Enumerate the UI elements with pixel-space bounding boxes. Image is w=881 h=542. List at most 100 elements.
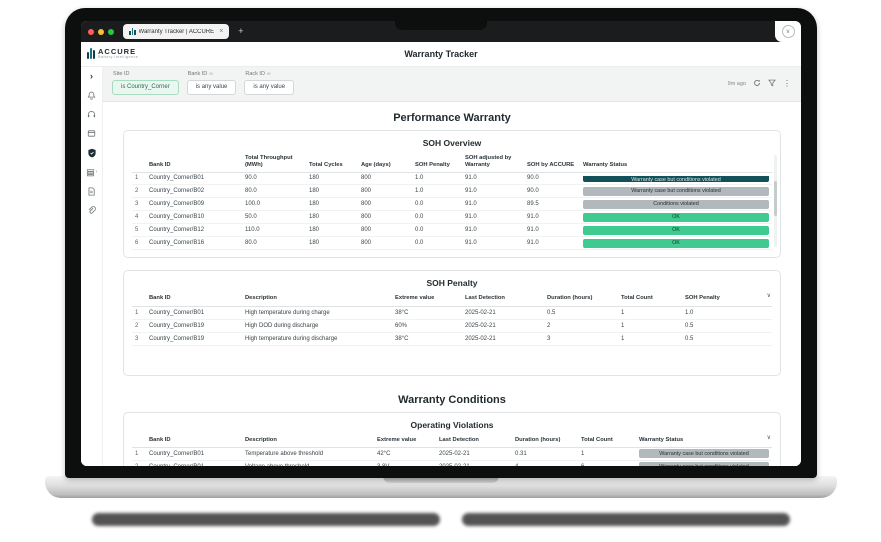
filter-label: Bank ID ∞ — [187, 71, 213, 77]
scrollbar-thumb[interactable] — [774, 180, 777, 217]
column-header[interactable]: Bank ID — [146, 434, 242, 448]
column-header[interactable]: Duration (hours) — [512, 434, 578, 448]
close-tab-icon[interactable]: × — [219, 28, 224, 35]
column-header[interactable]: Description — [242, 434, 374, 448]
column-header[interactable]: Duration (hours) — [544, 293, 618, 307]
support-icon[interactable] — [87, 110, 96, 119]
column-header[interactable]: Last Detection — [462, 293, 544, 307]
column-header[interactable]: Total Throughput (MWh) — [242, 153, 306, 174]
table-row[interactable]: 3 Country_Corner/B09 100.0 180 800 0.0 9… — [132, 197, 772, 212]
tab-title: Warranty Tracker | ACCURE — [138, 28, 215, 35]
cell-soh-adjusted: 91.0 — [462, 197, 524, 212]
accure-logo[interactable]: ACCURE Battery Intelligence — [87, 48, 138, 60]
column-header[interactable] — [132, 153, 146, 174]
table-row[interactable]: 2 Country_Corner/B02 80.0 180 800 1.0 91… — [132, 184, 772, 199]
close-window-button[interactable] — [88, 28, 94, 35]
filter-label: Site ID — [113, 71, 130, 77]
table-row[interactable]: 2 Country_Corner/B19 High DOD during dis… — [132, 319, 772, 333]
cell-penalty: 1.0 — [412, 184, 462, 199]
cell-soh-accure: 91.0 — [524, 210, 580, 225]
column-header[interactable]: Bank ID — [146, 153, 242, 174]
cell-cycles: 180 — [306, 236, 358, 251]
filter-group: Rack ID ∞ is any value — [244, 71, 295, 95]
cell-extreme-value: 38°C — [392, 306, 462, 320]
zoom-window-button[interactable] — [108, 28, 114, 35]
cell-extreme-value: 38°C — [392, 332, 462, 346]
operating-violations-title: Operating Violations — [410, 419, 494, 430]
column-header[interactable]: Total Count — [618, 293, 682, 307]
warranty-conditions-heading: Warranty Conditions — [398, 393, 506, 406]
cell-index: 1 — [132, 306, 146, 320]
cell-bank-id: Country_Corner/B01 — [146, 172, 242, 186]
last-updated-label: 9m ago — [727, 81, 746, 87]
column-header[interactable]: SOH adjusted by Warranty — [462, 153, 524, 174]
sort-chevron-icon[interactable]: ∨ — [766, 434, 771, 441]
cell-duration: 2 — [544, 319, 618, 333]
chevron-down-icon[interactable]: ∨ — [781, 25, 795, 38]
table-row[interactable]: 2 Country_Corner/B01 Voltage above thres… — [132, 460, 772, 466]
filter-group: Bank ID ∞ is any value — [186, 71, 237, 95]
filter-chip[interactable]: is any value — [244, 80, 295, 95]
notifications-icon[interactable] — [87, 91, 96, 100]
kebab-menu-icon[interactable]: ⋮ — [783, 79, 791, 88]
accure-logo-icon — [87, 48, 95, 60]
documents-icon[interactable] — [87, 187, 96, 196]
soh-overview-card: SOH Overview Bank ID Total Throughput (MW… — [123, 130, 781, 259]
laptop-display: Warranty Tracker | ACCURE × + ∨ ACCURE B… — [81, 21, 801, 466]
cell-soh-penalty: 0.5 — [682, 332, 772, 346]
table-row[interactable]: 4 Country_Corner/B10 50.0 180 800 0.0 91… — [132, 210, 772, 225]
column-header[interactable]: Total Count — [578, 434, 636, 448]
sidebar-expand-icon[interactable]: › — [90, 71, 93, 81]
card-empty-space — [132, 346, 772, 368]
cell-bank-id: Country_Corner/B12 — [146, 223, 242, 238]
new-tab-button[interactable]: + — [238, 26, 244, 36]
column-header[interactable]: Total Cycles — [306, 153, 358, 174]
cell-last-detection: 2025-02-21 — [436, 447, 512, 461]
assets-icon[interactable]: › — [86, 168, 97, 177]
cell-soh-penalty: 1.0 — [682, 306, 772, 320]
table-scrollbar[interactable] — [774, 155, 777, 248]
column-header[interactable]: Last Detection — [436, 434, 512, 448]
filter-label: Rack ID ∞ — [245, 71, 271, 77]
column-header[interactable]: SOH Penalty — [682, 293, 772, 307]
table-row[interactable]: 1 Country_Corner/B01 Temperature above t… — [132, 447, 772, 461]
table-row[interactable]: 6 Country_Corner/B16 80.0 180 800 0.0 91… — [132, 236, 772, 251]
column-header[interactable]: Extreme value — [392, 293, 462, 307]
column-header[interactable]: Warranty Status — [636, 434, 772, 448]
sort-chevron-icon[interactable]: ∨ — [766, 293, 771, 300]
status-badge: Warranty case but conditions violated — [583, 175, 769, 182]
cell-cycles: 180 — [306, 223, 358, 238]
column-header[interactable]: SOH Penalty — [412, 153, 462, 174]
warranty-tracker-app: ACCURE Battery Intelligence Warranty Tra… — [81, 42, 801, 466]
column-header[interactable]: Bank ID — [146, 293, 242, 307]
column-header[interactable] — [132, 434, 146, 448]
filter-icon[interactable] — [768, 79, 776, 89]
refresh-icon[interactable] — [753, 79, 761, 89]
cell-bank-id: Country_Corner/B01 — [146, 447, 242, 461]
main-area: Site ID is Country_Corner Bank ID ∞ — [103, 67, 801, 466]
table-row[interactable]: 1 Country_Corner/B01 High temperature du… — [132, 306, 772, 320]
column-header[interactable]: Age (days) — [358, 153, 412, 174]
accure-favicon-icon — [129, 28, 136, 35]
attachments-icon[interactable] — [87, 206, 96, 215]
column-header[interactable] — [132, 293, 146, 307]
column-header[interactable]: Extreme value — [374, 434, 436, 448]
column-header[interactable]: Warranty Status — [580, 153, 772, 174]
cell-total-count: 1 — [618, 332, 682, 346]
table-row[interactable]: 1 Country_Corner/B01 90.0 180 800 1.0 91… — [132, 172, 772, 186]
cell-bank-id: Country_Corner/B02 — [146, 184, 242, 199]
cell-index: 6 — [132, 236, 146, 251]
browser-tab[interactable]: Warranty Tracker | ACCURE × — [123, 24, 230, 39]
table-row[interactable]: 3 Country_Corner/B19 High temperature du… — [132, 332, 772, 346]
cell-age: 800 — [358, 184, 412, 199]
column-header[interactable]: Description — [242, 293, 392, 307]
table-row[interactable]: 5 Country_Corner/B12 110.0 180 800 0.0 9… — [132, 223, 772, 238]
cell-index: 1 — [132, 172, 146, 186]
warranty-shield-icon[interactable] — [87, 148, 97, 158]
minimize-window-button[interactable] — [98, 28, 104, 35]
filter-chip[interactable]: is Country_Corner — [112, 80, 179, 95]
inbox-icon[interactable] — [87, 129, 96, 138]
filter-chip[interactable]: is any value — [186, 80, 237, 95]
column-header[interactable]: SOH by ACCURE — [524, 153, 580, 174]
